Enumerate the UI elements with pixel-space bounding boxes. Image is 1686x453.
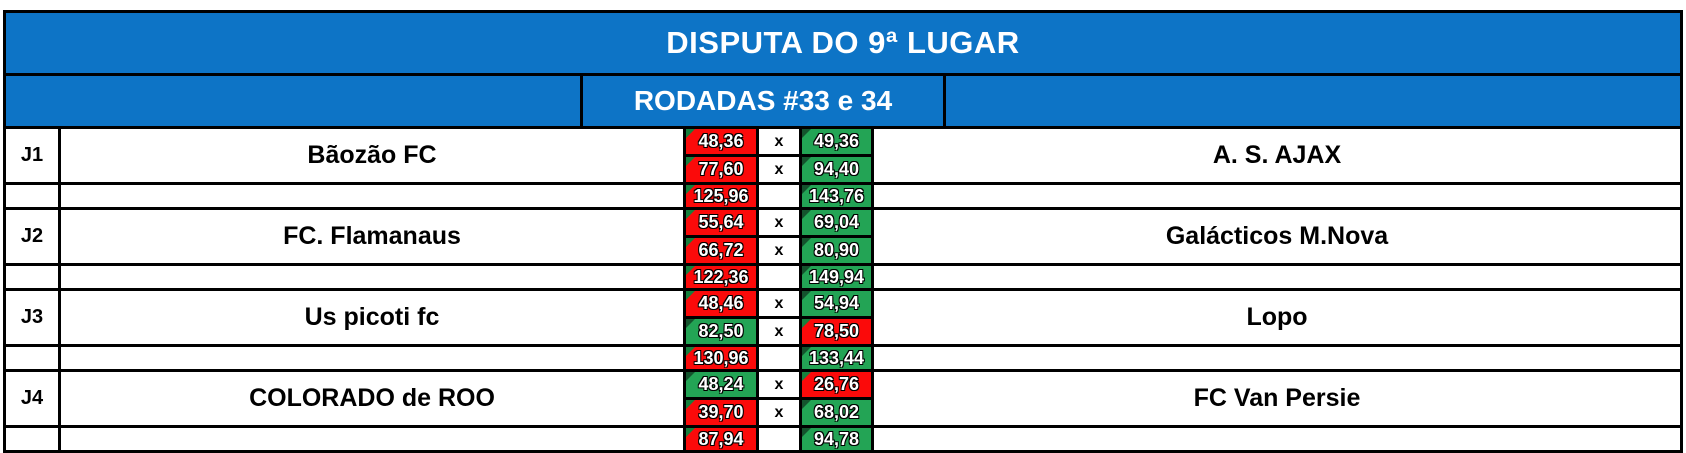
- x-separator: x: [759, 238, 799, 263]
- away-team-name: Lopo: [874, 291, 1680, 344]
- rounds-header-cell: RODADAS #33 e 34: [583, 76, 943, 126]
- match-label: J3: [6, 291, 58, 344]
- spacer-cell: [759, 428, 799, 450]
- home-score-game2: 82,50: [686, 319, 756, 344]
- title-row: DISPUTA DO 9ª LUGAR: [6, 13, 1680, 76]
- x-separator: x: [759, 157, 799, 182]
- match-label: J1: [6, 129, 58, 182]
- away-total-score: 149,94: [802, 266, 871, 288]
- away-score-game2: 78,50: [802, 319, 871, 344]
- page-title: DISPUTA DO 9ª LUGAR: [666, 25, 1020, 60]
- away-score-game1: 69,04: [802, 210, 871, 235]
- x-separator: x: [759, 129, 799, 154]
- spacer-cell: [874, 347, 1680, 369]
- away-team-name: A. S. AJAX: [874, 129, 1680, 182]
- subtitle-row: RODADAS #33 e 34: [6, 76, 1680, 129]
- away-total-score: 133,44: [802, 347, 871, 369]
- spacer-cell: [61, 185, 683, 207]
- home-score-game2: 66,72: [686, 238, 756, 263]
- away-team-name: Galácticos M.Nova: [874, 210, 1680, 263]
- x-separator: x: [759, 400, 799, 425]
- away-score-game2: 68,02: [802, 400, 871, 425]
- away-total-score: 94,78: [802, 428, 871, 450]
- away-score-game1: 49,36: [802, 129, 871, 154]
- home-team-name: Bãozão FC: [61, 129, 683, 182]
- away-score-game1: 26,76: [802, 372, 871, 397]
- x-separator: x: [759, 319, 799, 344]
- match-label: J2: [6, 210, 58, 263]
- home-score-game1: 55,64: [686, 210, 756, 235]
- spacer-cell: [61, 266, 683, 288]
- home-score-game1: 48,46: [686, 291, 756, 316]
- spacer-cell: [61, 347, 683, 369]
- spacer-cell: [6, 428, 58, 450]
- spacer-cell: [6, 266, 58, 288]
- home-total-score: 130,96: [686, 347, 756, 369]
- home-total-score: 87,94: [686, 428, 756, 450]
- rounds-label: RODADAS #33 e 34: [633, 85, 893, 116]
- away-team-name: FC Van Persie: [874, 372, 1680, 425]
- match-label: J4: [6, 372, 58, 425]
- home-team-name: Us picoti fc: [61, 291, 683, 344]
- bracket-table: DISPUTA DO 9ª LUGAR RODADAS #33 e 34 J1 …: [3, 10, 1683, 453]
- spacer-cell: [874, 185, 1680, 207]
- home-total-score: 122,36: [686, 266, 756, 288]
- away-total-score: 143,76: [802, 185, 871, 207]
- home-score-game2: 77,60: [686, 157, 756, 182]
- home-team-name: COLORADO de ROO: [61, 372, 683, 425]
- spacer-cell: [6, 347, 58, 369]
- x-separator: x: [759, 291, 799, 316]
- away-score-game1: 54,94: [802, 291, 871, 316]
- spacer-cell: [6, 185, 58, 207]
- away-score-game2: 80,90: [802, 238, 871, 263]
- subtitle-spacer-left: [6, 76, 580, 126]
- home-total-score: 125,96: [686, 185, 756, 207]
- spacer-cell: [874, 266, 1680, 288]
- home-score-game2: 39,70: [686, 400, 756, 425]
- x-separator: x: [759, 372, 799, 397]
- matches-grid: J1 Bãozão FC 48,36 x 49,36 A. S. AJAX 77…: [6, 129, 1680, 450]
- spacer-cell: [759, 266, 799, 288]
- home-score-game1: 48,24: [686, 372, 756, 397]
- spacer-cell: [61, 428, 683, 450]
- home-team-name: FC. Flamanaus: [61, 210, 683, 263]
- spacer-cell: [759, 185, 799, 207]
- subtitle-spacer-right: [946, 76, 1680, 126]
- away-score-game2: 94,40: [802, 157, 871, 182]
- x-separator: x: [759, 210, 799, 235]
- spacer-cell: [874, 428, 1680, 450]
- spacer-cell: [759, 347, 799, 369]
- home-score-game1: 48,36: [686, 129, 756, 154]
